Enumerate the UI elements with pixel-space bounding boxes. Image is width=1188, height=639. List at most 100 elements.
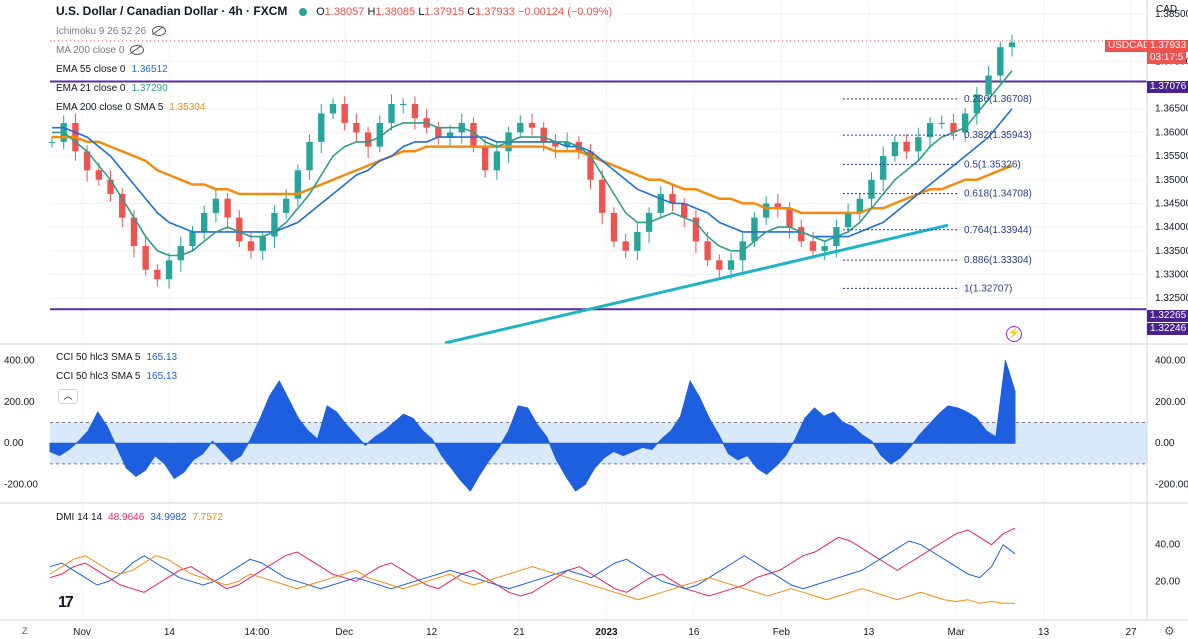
candle-body [470,122,477,147]
change-value: −0.00124 (−0.09%) [517,6,613,18]
countdown-tag: 03:17:5 [1147,52,1187,64]
currency-label[interactable]: CAD [1156,4,1178,15]
support-price-tag-a: 1.32265 [1147,310,1188,322]
candle-body [517,122,524,133]
candle-body [657,193,664,213]
time-tick-label: 13 [1038,627,1050,638]
candle-body [786,208,793,228]
ema55-line [52,108,1013,238]
timezone-z-icon[interactable]: Z [22,626,28,636]
fib-level-label: 0.236(1.36708) [964,94,1032,105]
candle-body [961,113,969,133]
fib-level-label: 0.764(1.33944) [964,225,1032,236]
low-value: 1.37915 [424,6,465,18]
lightning-icon[interactable]: ⚡ [1006,326,1022,342]
cci-tick-label-left: 0.00 [4,438,24,449]
h-label: H [367,6,376,18]
candle-body [762,203,770,218]
candle-body [165,260,173,280]
candle-body [681,203,688,218]
indicator-ema21[interactable]: EMA 21 close 0 1.37290 [56,83,168,94]
cci-area [49,360,1016,492]
dmi-pane [49,527,1016,604]
ema21-line [52,70,1013,257]
cci1-value: 165.13 [146,352,178,363]
candle-body [622,241,629,251]
candle-body [329,103,337,114]
indicator-ema55[interactable]: EMA 55 close 0 1.36512 [56,64,168,75]
candle-body [880,156,887,180]
time-tick-label: Nov [73,627,91,638]
price-tick-label: 1.33500 [1155,246,1188,257]
fib-level-label: 0.382(1.35943) [964,130,1032,141]
dmi-tick-label: 40.00 [1155,540,1180,551]
dmi-line [49,555,1015,604]
tradingview-logo: 17 [58,594,74,611]
collapse-caret-icon[interactable]: ︿ [58,389,78,404]
cci2-value: 165.13 [146,371,178,382]
candle-body [751,217,758,242]
candle-body [821,246,828,251]
indicator-cci-1[interactable]: CCI 50 hlc3 SMA 5 165.13 [56,352,177,363]
candle-body [528,122,536,128]
candle-body [540,127,547,142]
indicator-ichimoku[interactable]: Ichimoku 9 26 52 26 [56,26,167,37]
dmi-tick-label: 20.00 [1155,576,1180,587]
time-tick-label: 21 [514,627,526,638]
last-price-tag: 1.37933 [1147,40,1188,52]
cci1-label: CCI 50 hlc3 SMA 5 [56,352,141,363]
symbol-price-tag: USDCAD [1105,40,1154,52]
time-tick-label: 14:00 [244,627,269,638]
time-tick-label: 13 [863,627,875,638]
candle-body [201,212,208,232]
fib-level-label: 1(1.32707) [964,283,1012,294]
indicator-ma200[interactable]: MA 200 close 0 [56,45,145,56]
l-label: L [418,6,425,18]
fib-level-label: 0.5(1.35326) [964,159,1021,170]
candle-body [926,122,934,138]
time-tick-label: 16 [688,627,700,638]
price-tick-label: 1.33000 [1155,269,1188,280]
candle-body [997,47,1004,76]
symbol-title[interactable]: U.S. Dollar / Canadian Dollar · 4h · FXC… [56,4,288,18]
candle-body [856,198,863,213]
candle-body [1008,42,1016,48]
candle-body [446,132,454,138]
time-tick-label: Feb [773,627,791,638]
cci-tick-label: 400.00 [1155,355,1186,366]
candle-body [341,103,348,123]
cci-tick-label-left: 400.00 [4,355,35,366]
candle-body [903,141,910,152]
candle-body [142,246,149,270]
indicator-dmi[interactable]: DMI 14 14 48.9646 34.9982 7.7572 [56,512,223,523]
candle-body [306,141,313,171]
indicator-ema200[interactable]: EMA 200 close 0 SMA 5 1.35304 [56,102,205,113]
hidden-eye-icon[interactable] [152,26,167,37]
candle-body [915,137,922,152]
indicator-cci-2[interactable]: CCI 50 hlc3 SMA 5 165.13 [56,371,177,382]
cci-tick-label-left: 200.00 [4,397,35,408]
candle-body [891,141,899,157]
gear-icon[interactable]: ⚙ [1164,624,1175,638]
cci-tick-label: 200.00 [1155,397,1186,408]
time-tick-label: Mar [948,627,966,638]
ema200-value: 1.35304 [169,102,206,113]
o-label: O [316,6,325,18]
price-tick-label: 1.34500 [1155,198,1188,209]
candle-body [400,103,407,105]
high-value: 1.38085 [375,6,416,18]
candle-body [119,193,126,218]
dmi-line [49,540,1016,590]
price-tick-label: 1.35500 [1155,151,1188,162]
cci2-label: CCI 50 hlc3 SMA 5 [56,371,141,382]
price-tick-label: 1.34000 [1155,222,1188,233]
candle-body [318,113,325,142]
candle-body [692,217,700,242]
hidden-eye-icon[interactable] [130,45,145,56]
cci-tick-label-left: -200.00 [4,480,38,491]
candle-body [493,151,501,171]
candle-body [364,132,372,147]
cci-tick-label: 0.00 [1155,438,1175,449]
